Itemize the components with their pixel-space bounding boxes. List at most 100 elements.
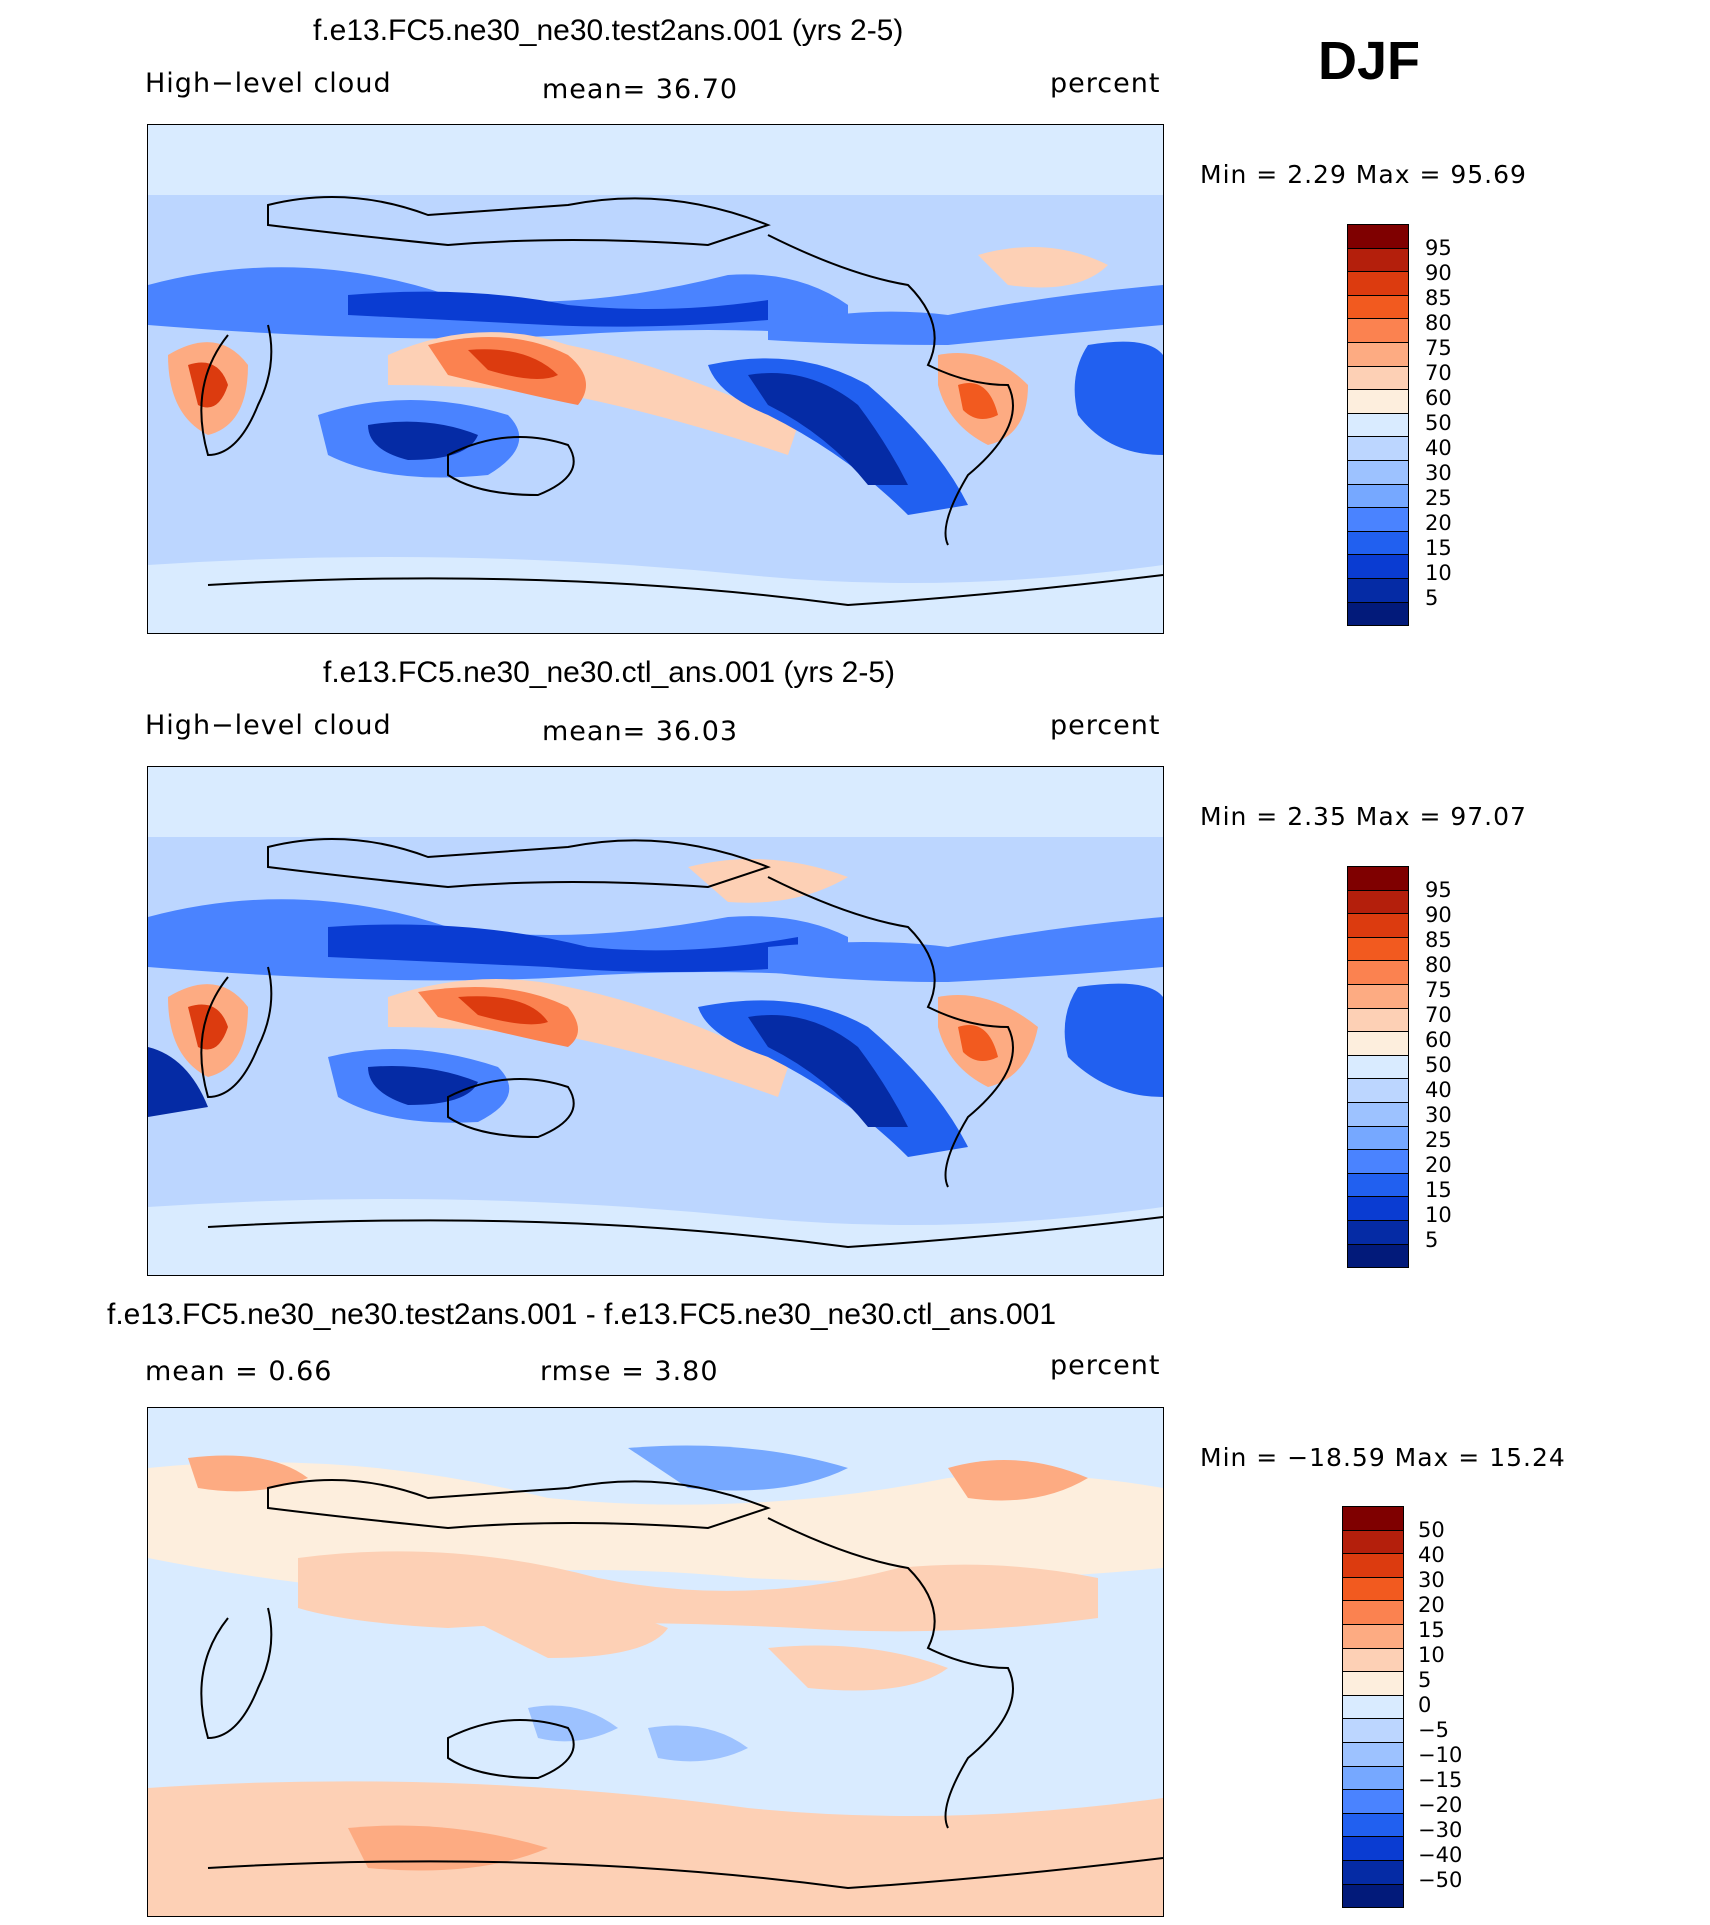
colorbar-tick: 30 bbox=[1418, 1568, 1445, 1592]
colorbar-3-swatch bbox=[1343, 1884, 1403, 1908]
colorbar-3-swatch bbox=[1343, 1813, 1403, 1838]
colorbar-1-swatch bbox=[1348, 390, 1408, 414]
panel-3-units: percent bbox=[1050, 1350, 1161, 1381]
colorbar-tick: 80 bbox=[1425, 953, 1452, 977]
colorbar-1-swatch bbox=[1348, 272, 1408, 296]
colorbar-2-swatch bbox=[1348, 937, 1408, 962]
colorbar-tick: 15 bbox=[1418, 1618, 1445, 1642]
panel-2-colorbar bbox=[1347, 866, 1409, 1268]
colorbar-tick: 50 bbox=[1425, 1053, 1452, 1077]
colorbar-tick: 85 bbox=[1425, 286, 1452, 310]
colorbar-tick: 40 bbox=[1418, 1543, 1445, 1567]
colorbar-1-swatch bbox=[1348, 437, 1408, 461]
colorbar-2-swatch bbox=[1348, 1173, 1408, 1198]
colorbar-2-swatch bbox=[1348, 1102, 1408, 1127]
panel-2-units: percent bbox=[1050, 710, 1161, 741]
colorbar-2-swatch bbox=[1348, 1032, 1408, 1056]
colorbar-tick: 85 bbox=[1425, 928, 1452, 952]
colorbar-1-swatch bbox=[1348, 531, 1408, 556]
colorbar-1-swatch bbox=[1348, 366, 1408, 391]
colorbar-tick: 60 bbox=[1425, 386, 1452, 410]
colorbar-3-swatch bbox=[1343, 1577, 1403, 1602]
colorbar-3-swatch bbox=[1343, 1837, 1403, 1861]
colorbar-3-swatch bbox=[1343, 1624, 1403, 1649]
colorbar-tick: 15 bbox=[1425, 536, 1452, 560]
colorbar-2-swatch bbox=[1348, 1126, 1408, 1151]
panel-1-minmax: Min = 2.29 Max = 95.69 bbox=[1200, 160, 1527, 189]
panel-2-map bbox=[147, 766, 1164, 1276]
panel-3-mean: mean = 0.66 bbox=[145, 1356, 333, 1387]
colorbar-tick: −40 bbox=[1418, 1843, 1463, 1867]
colorbar-tick: 40 bbox=[1425, 436, 1452, 460]
colorbar-tick: −15 bbox=[1418, 1768, 1463, 1792]
colorbar-3-swatch bbox=[1343, 1601, 1403, 1625]
colorbar-tick: 10 bbox=[1418, 1643, 1445, 1667]
colorbar-tick: −5 bbox=[1418, 1718, 1449, 1742]
colorbar-tick: 25 bbox=[1425, 1128, 1452, 1152]
panel-3-rmse: rmse = 3.80 bbox=[540, 1356, 719, 1387]
colorbar-tick: 40 bbox=[1425, 1078, 1452, 1102]
colorbar-tick: 20 bbox=[1425, 1153, 1452, 1177]
colorbar-1-swatch bbox=[1348, 555, 1408, 579]
colorbar-2-swatch bbox=[1348, 867, 1408, 891]
colorbar-tick: 15 bbox=[1425, 1178, 1452, 1202]
colorbar-3-swatch bbox=[1343, 1530, 1403, 1555]
colorbar-3-swatch bbox=[1343, 1507, 1403, 1531]
colorbar-3-swatch bbox=[1343, 1719, 1403, 1743]
panel-3-map bbox=[147, 1407, 1164, 1917]
panel-2-variable: High−level cloud bbox=[145, 710, 392, 741]
colorbar-tick: 90 bbox=[1425, 903, 1452, 927]
colorbar-tick: 30 bbox=[1425, 1103, 1452, 1127]
panel-3-minmax: Min = −18.59 Max = 15.24 bbox=[1200, 1443, 1566, 1472]
colorbar-tick: 10 bbox=[1425, 1203, 1452, 1227]
colorbar-tick: 20 bbox=[1425, 511, 1452, 535]
colorbar-1-swatch bbox=[1348, 413, 1408, 438]
colorbar-tick: 95 bbox=[1425, 878, 1452, 902]
colorbar-1-swatch bbox=[1348, 295, 1408, 320]
colorbar-1-swatch bbox=[1348, 460, 1408, 485]
colorbar-2-swatch bbox=[1348, 1055, 1408, 1080]
colorbar-1-swatch bbox=[1348, 319, 1408, 343]
colorbar-2-swatch bbox=[1348, 1244, 1408, 1268]
colorbar-tick: 60 bbox=[1425, 1028, 1452, 1052]
colorbar-tick: 5 bbox=[1425, 1228, 1439, 1252]
colorbar-tick: 20 bbox=[1418, 1593, 1445, 1617]
colorbar-tick: 30 bbox=[1425, 461, 1452, 485]
colorbar-tick: 5 bbox=[1418, 1668, 1432, 1692]
colorbar-1-swatch bbox=[1348, 484, 1408, 509]
colorbar-3-swatch bbox=[1343, 1742, 1403, 1767]
colorbar-2-swatch bbox=[1348, 984, 1408, 1009]
colorbar-3-swatch bbox=[1343, 1554, 1403, 1578]
colorbar-1-swatch bbox=[1348, 342, 1408, 367]
colorbar-1-swatch bbox=[1348, 578, 1408, 603]
colorbar-tick: 10 bbox=[1425, 561, 1452, 585]
colorbar-tick: 75 bbox=[1425, 978, 1452, 1002]
colorbar-tick: 90 bbox=[1425, 261, 1452, 285]
colorbar-2-swatch bbox=[1348, 961, 1408, 985]
colorbar-2-swatch bbox=[1348, 1220, 1408, 1245]
season-label: DJF bbox=[1318, 31, 1421, 91]
colorbar-tick: 50 bbox=[1418, 1518, 1445, 1542]
colorbar-2-swatch bbox=[1348, 1008, 1408, 1033]
colorbar-2-swatch bbox=[1348, 890, 1408, 915]
colorbar-tick: 70 bbox=[1425, 361, 1452, 385]
colorbar-tick: 75 bbox=[1425, 336, 1452, 360]
panel-1-units: percent bbox=[1050, 68, 1161, 99]
panel-3-title: f.e13.FC5.ne30_ne30.test2ans.001 - f.e13… bbox=[107, 1298, 1057, 1331]
colorbar-tick: 70 bbox=[1425, 1003, 1452, 1027]
panel-3-colorbar bbox=[1342, 1506, 1404, 1908]
colorbar-3-swatch bbox=[1343, 1790, 1403, 1814]
panel-2-minmax: Min = 2.35 Max = 97.07 bbox=[1200, 802, 1527, 831]
colorbar-tick: 25 bbox=[1425, 486, 1452, 510]
panel-1-map bbox=[147, 124, 1164, 634]
colorbar-3-swatch bbox=[1343, 1860, 1403, 1885]
colorbar-tick: 50 bbox=[1425, 411, 1452, 435]
panel-1-mean: mean= 36.70 bbox=[542, 74, 739, 105]
colorbar-tick: 80 bbox=[1425, 311, 1452, 335]
colorbar-1-swatch bbox=[1348, 508, 1408, 532]
colorbar-1-swatch bbox=[1348, 248, 1408, 273]
colorbar-tick: −50 bbox=[1418, 1868, 1463, 1892]
panel-2-title: f.e13.FC5.ne30_ne30.ctl_ans.001 (yrs 2-5… bbox=[323, 656, 896, 689]
colorbar-tick: −20 bbox=[1418, 1793, 1463, 1817]
colorbar-3-swatch bbox=[1343, 1648, 1403, 1673]
